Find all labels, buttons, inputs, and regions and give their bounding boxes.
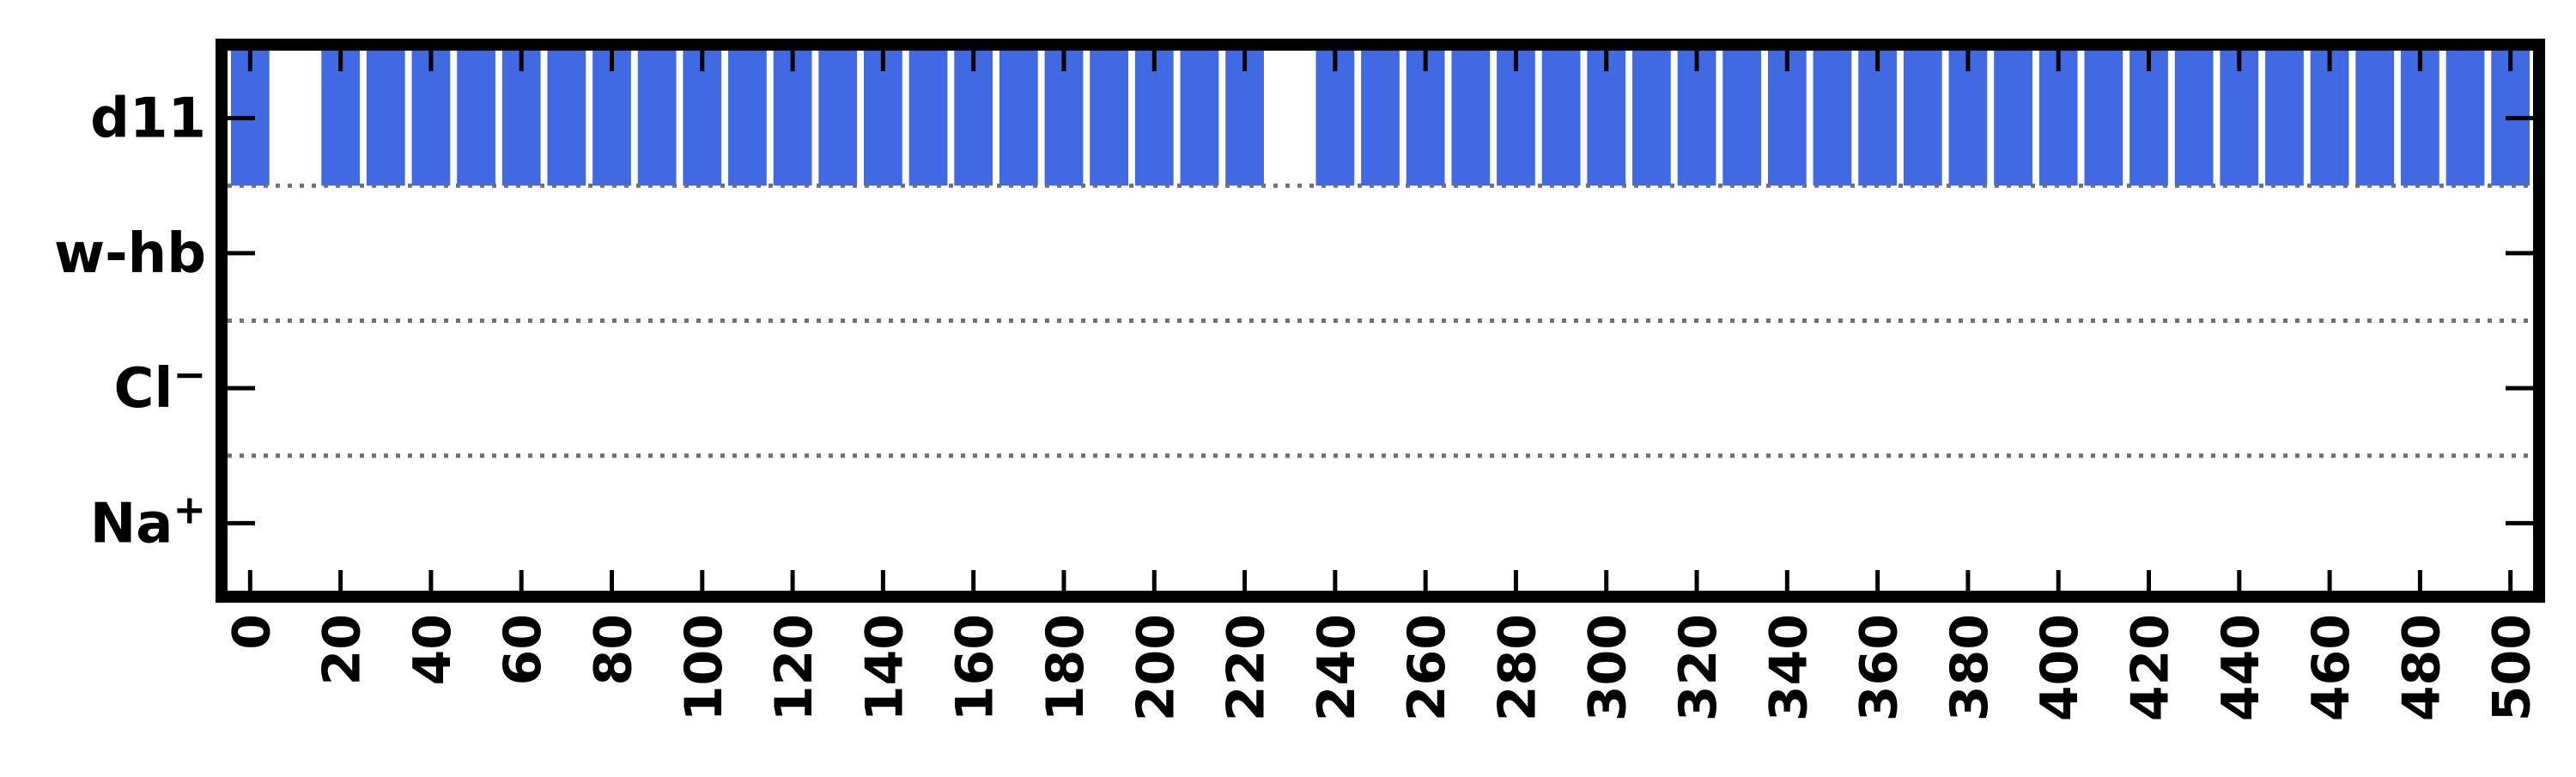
bar-d11-440 bbox=[2220, 51, 2259, 186]
bar-d11-260 bbox=[1406, 51, 1445, 186]
bar-d11-430 bbox=[2174, 51, 2214, 186]
bar-d11-250 bbox=[1361, 51, 1400, 186]
bar-d11-350 bbox=[1813, 51, 1852, 186]
bar-d11-410 bbox=[2084, 51, 2123, 186]
y-tick-label-cl: Cl− bbox=[114, 351, 206, 421]
x-tick-label-60: 60 bbox=[493, 614, 553, 686]
bar-d11-240 bbox=[1315, 51, 1355, 186]
x-tick-label-40: 40 bbox=[403, 614, 463, 686]
x-tick-label-0: 0 bbox=[222, 614, 282, 650]
x-tick-label-480: 480 bbox=[2391, 614, 2451, 721]
plot-border bbox=[216, 39, 2545, 603]
bar-d11-330 bbox=[1722, 51, 1762, 186]
bar-d11-370 bbox=[1903, 51, 1942, 186]
x-tick-label-400: 400 bbox=[2030, 614, 2090, 721]
bar-d11-30 bbox=[366, 51, 405, 186]
bar-d11-390 bbox=[1994, 51, 2032, 186]
x-tick-labels: 0 20 40 60 80 100 120 140 160 180 200 220 240 260 280 3… bbox=[222, 614, 2542, 721]
bar-d11-480 bbox=[2401, 51, 2439, 186]
bar-d11-420 bbox=[2129, 51, 2168, 186]
bar-d11-180 bbox=[1044, 51, 1084, 186]
bar-d11-20 bbox=[321, 51, 360, 186]
x-tick-label-260: 260 bbox=[1397, 614, 1457, 721]
bar-d11-50 bbox=[457, 51, 495, 186]
bar-d11-190 bbox=[1090, 51, 1128, 186]
bar-d11-300 bbox=[1587, 51, 1626, 186]
bar-d11-110 bbox=[728, 51, 767, 186]
bar-d11-170 bbox=[999, 51, 1038, 186]
bar-d11-40 bbox=[411, 51, 451, 186]
x-tick-label-160: 160 bbox=[945, 614, 1005, 721]
x-tick-label-380: 380 bbox=[1940, 614, 2000, 721]
bar-d11-90 bbox=[637, 51, 677, 186]
bars-layer bbox=[230, 51, 2530, 186]
bar-d11-320 bbox=[1677, 51, 1716, 186]
bar-d11-70 bbox=[547, 51, 586, 186]
x-tick-label-420: 420 bbox=[2121, 614, 2181, 721]
x-tick-label-100: 100 bbox=[674, 614, 734, 721]
x-tick-label-80: 80 bbox=[584, 614, 644, 686]
x-tick-label-20: 20 bbox=[313, 614, 373, 686]
bar-d11-450 bbox=[2265, 51, 2304, 186]
bar-d11-290 bbox=[1541, 51, 1581, 186]
x-tick-label-200: 200 bbox=[1126, 614, 1186, 721]
bar-d11-140 bbox=[864, 51, 902, 186]
tick-marks bbox=[228, 51, 2533, 591]
y-tick-label-w-hb: w-hb bbox=[54, 222, 206, 286]
x-tick-label-220: 220 bbox=[1217, 614, 1277, 721]
row-separators bbox=[228, 183, 2533, 458]
x-tick-label-340: 340 bbox=[1759, 614, 1819, 721]
y-tick-labels: d11 w-hb Cl− Na+ bbox=[54, 88, 206, 556]
bar-d11-460 bbox=[2310, 51, 2349, 186]
bar-d11-210 bbox=[1180, 51, 1219, 186]
x-tick-label-120: 120 bbox=[764, 614, 824, 721]
bar-d11-120 bbox=[773, 51, 812, 186]
bar-d11-400 bbox=[2038, 51, 2078, 186]
bar-d11-220 bbox=[1225, 51, 1264, 186]
bar-d11-150 bbox=[908, 51, 948, 186]
bar-d11-270 bbox=[1451, 51, 1491, 186]
x-tick-label-180: 180 bbox=[1036, 614, 1096, 721]
x-tick-label-280: 280 bbox=[1487, 614, 1547, 721]
plot-frame bbox=[216, 39, 2545, 603]
x-tick-label-320: 320 bbox=[1668, 614, 1728, 721]
bar-d11-380 bbox=[1948, 51, 1988, 186]
x-tick-label-440: 440 bbox=[2211, 614, 2271, 721]
x-tick-label-300: 300 bbox=[1578, 614, 1638, 721]
bar-d11-80 bbox=[592, 51, 631, 186]
bar-d11-130 bbox=[818, 51, 858, 186]
x-tick-label-240: 240 bbox=[1307, 614, 1367, 721]
x-tick-label-140: 140 bbox=[854, 614, 914, 721]
bar-d11-100 bbox=[683, 51, 722, 186]
x-tick-label-500: 500 bbox=[2482, 614, 2543, 721]
bar-d11-490 bbox=[2445, 51, 2485, 186]
y-tick-label-na: Na+ bbox=[90, 486, 206, 555]
x-tick-label-360: 360 bbox=[1850, 614, 1910, 721]
bar-d11-280 bbox=[1497, 51, 1535, 186]
bar-d11-160 bbox=[954, 51, 993, 186]
bar-d11-360 bbox=[1858, 51, 1897, 186]
bar-d11-200 bbox=[1134, 51, 1174, 186]
y-tick-label-d11: d11 bbox=[90, 88, 206, 151]
bar-d11-60 bbox=[501, 51, 541, 186]
x-tick-label-460: 460 bbox=[2301, 614, 2361, 721]
bar-d11-310 bbox=[1632, 51, 1671, 186]
bar-d11-470 bbox=[2355, 51, 2395, 186]
bar-d11-340 bbox=[1767, 51, 1807, 186]
